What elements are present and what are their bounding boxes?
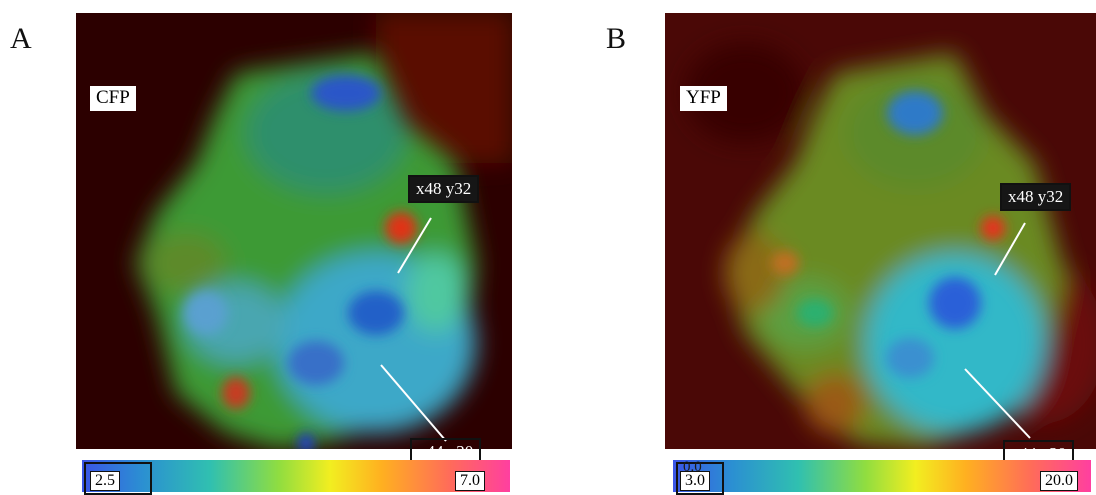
- cfp-heatmap: [76, 13, 512, 449]
- cfp-image: [76, 13, 512, 449]
- colorbar: [673, 460, 1091, 492]
- yfp-image: [665, 13, 1096, 449]
- pointer-line: [994, 222, 1026, 276]
- panel-letter: A: [10, 22, 32, 55]
- pointer-line: [380, 364, 447, 442]
- yfp-heatmap: [665, 13, 1096, 449]
- channel-label: YFP: [680, 86, 727, 111]
- scale-min-label: 3.0: [680, 471, 710, 491]
- scale-max-label: 20.0: [1040, 471, 1078, 491]
- coordinate-label: x48 y32: [1000, 183, 1072, 211]
- colorbar: [82, 460, 510, 492]
- scale-min-label: 2.5: [90, 471, 120, 491]
- channel-label: CFP: [90, 86, 136, 111]
- colorbar-frame: [84, 462, 152, 495]
- pointer-line: [397, 217, 432, 274]
- colorbar-frame: [676, 462, 724, 495]
- panel-letter: B: [606, 22, 627, 55]
- scale-max-label: 7.0: [455, 471, 485, 491]
- pointer-line: [964, 368, 1031, 439]
- coordinate-label: x48 y32: [408, 175, 480, 203]
